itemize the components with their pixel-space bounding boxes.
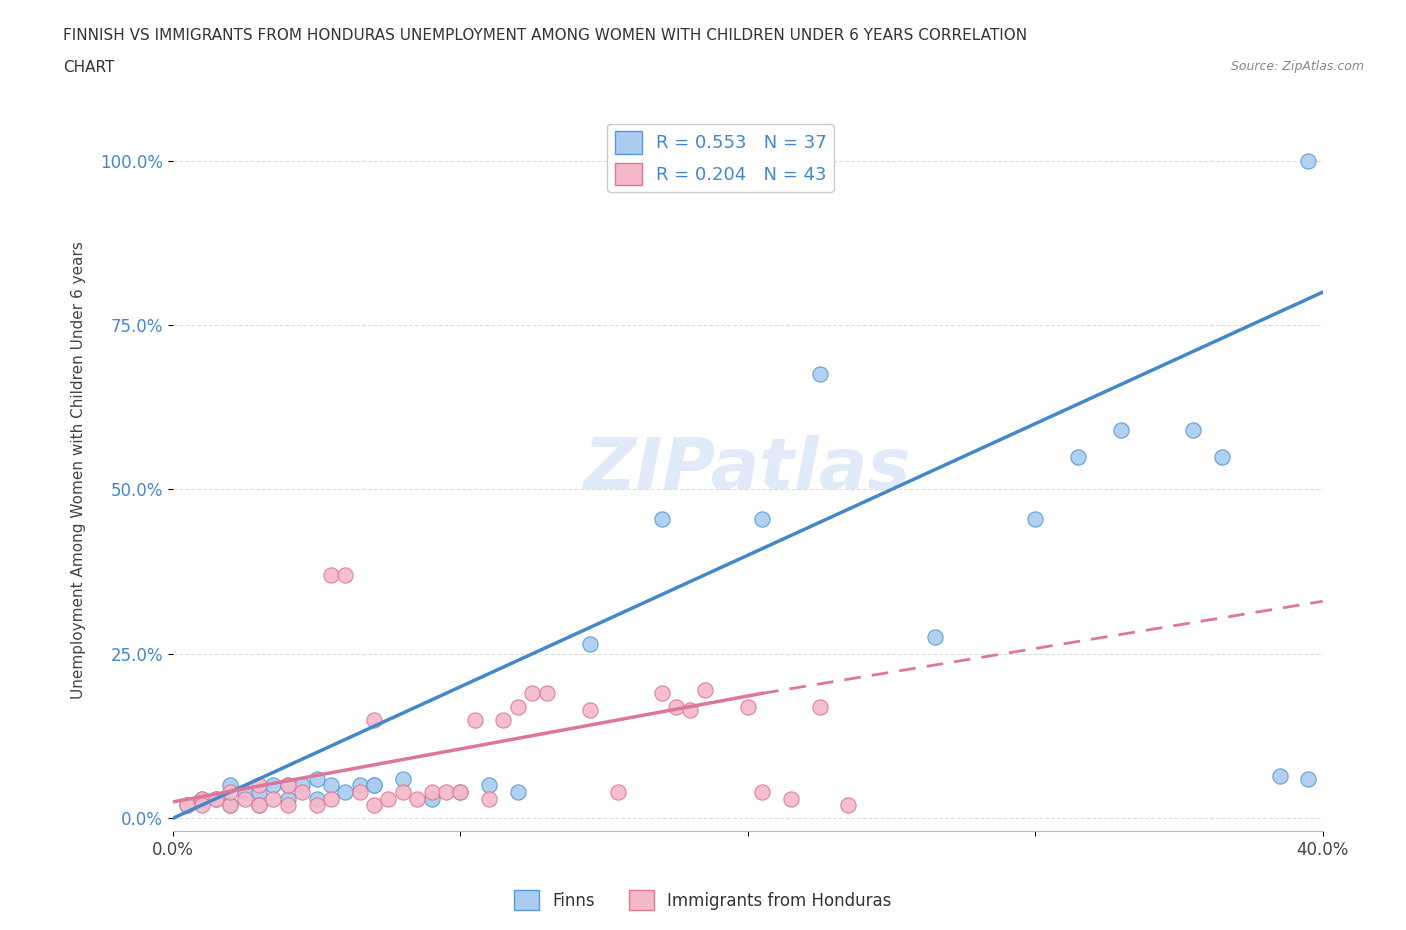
Point [291, 785, 314, 800]
Text: CHART: CHART [63, 60, 115, 75]
Point [391, 785, 413, 800]
Point [219, 798, 242, 813]
Point [277, 778, 299, 793]
Point [176, 798, 198, 813]
Point [737, 699, 759, 714]
Point [277, 791, 299, 806]
Point [679, 702, 702, 717]
Point [247, 778, 270, 793]
Point [650, 512, 672, 526]
Point [1067, 449, 1090, 464]
Point [449, 785, 471, 800]
Point [233, 785, 256, 800]
Point [536, 686, 558, 701]
Point [190, 791, 212, 806]
Point [665, 699, 688, 714]
Point [391, 771, 413, 786]
Point [1211, 449, 1233, 464]
Point [247, 785, 270, 800]
Point [478, 791, 501, 806]
Point [305, 798, 328, 813]
Point [319, 567, 342, 582]
Point [219, 798, 242, 813]
Point [277, 798, 299, 813]
Point [262, 791, 284, 806]
Y-axis label: Unemployment Among Women with Children Under 6 years: Unemployment Among Women with Children U… [72, 241, 86, 698]
Point [1182, 423, 1205, 438]
Point [1296, 771, 1319, 786]
Legend: R = 0.553   N = 37, R = 0.204   N = 43: R = 0.553 N = 37, R = 0.204 N = 43 [607, 125, 834, 192]
Point [1111, 423, 1133, 438]
Point [751, 512, 773, 526]
Point [205, 791, 228, 806]
Point [751, 785, 773, 800]
Point [420, 791, 443, 806]
Point [779, 791, 801, 806]
Point [247, 798, 270, 813]
Point [349, 785, 371, 800]
Point [578, 637, 600, 652]
Point [808, 699, 831, 714]
Point [305, 771, 328, 786]
Point [837, 798, 859, 813]
Point [291, 778, 314, 793]
Point [520, 686, 543, 701]
Point [349, 778, 371, 793]
Point [506, 785, 529, 800]
Point [420, 785, 443, 800]
Text: ZIPatlas: ZIPatlas [583, 435, 911, 504]
Point [808, 367, 831, 382]
Point [406, 791, 429, 806]
Point [305, 791, 328, 806]
Point [693, 683, 716, 698]
Point [1296, 153, 1319, 168]
Point [363, 778, 385, 793]
Point [247, 798, 270, 813]
Point [924, 630, 946, 644]
Point [205, 791, 228, 806]
Point [219, 778, 242, 793]
Point [607, 785, 630, 800]
Point [190, 791, 212, 806]
Legend: Finns, Immigrants from Honduras: Finns, Immigrants from Honduras [508, 884, 898, 917]
Point [363, 798, 385, 813]
Point [262, 778, 284, 793]
Point [434, 785, 457, 800]
Point [492, 712, 515, 727]
Point [319, 791, 342, 806]
Point [363, 712, 385, 727]
Text: FINNISH VS IMMIGRANTS FROM HONDURAS UNEMPLOYMENT AMONG WOMEN WITH CHILDREN UNDER: FINNISH VS IMMIGRANTS FROM HONDURAS UNEM… [63, 28, 1028, 43]
Point [449, 785, 471, 800]
Point [478, 778, 501, 793]
Point [176, 798, 198, 813]
Point [335, 567, 357, 582]
Point [464, 712, 486, 727]
Text: Source: ZipAtlas.com: Source: ZipAtlas.com [1230, 60, 1364, 73]
Point [506, 699, 529, 714]
Point [578, 702, 600, 717]
Point [335, 785, 357, 800]
Point [1024, 512, 1046, 526]
Point [377, 791, 399, 806]
Point [219, 785, 242, 800]
Point [650, 686, 672, 701]
Point [277, 778, 299, 793]
Point [190, 798, 212, 813]
Point [1268, 768, 1291, 783]
Point [363, 778, 385, 793]
Point [319, 778, 342, 793]
Point [233, 791, 256, 806]
